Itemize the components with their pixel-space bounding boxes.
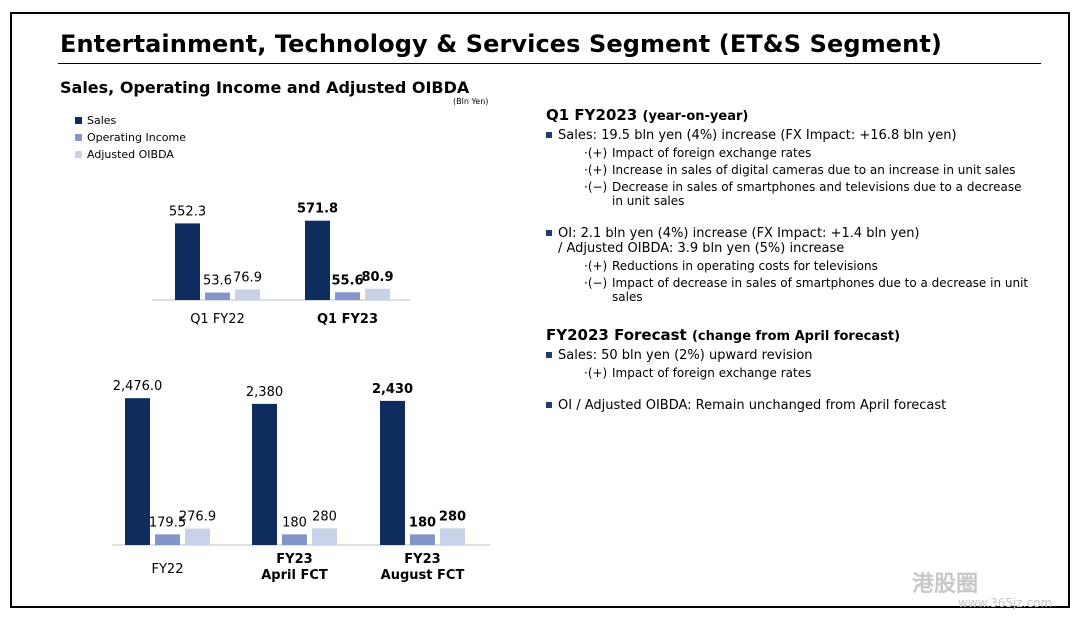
bar-sales — [305, 220, 330, 300]
forecast-sales-text: Sales: 50 bln yen (2%) upward revision — [558, 348, 813, 363]
forecast-item: ·(+) Impact of foreign exchange rates — [584, 366, 1056, 380]
category-label: Q1 FY22 — [190, 312, 245, 327]
data-label: 2,430 — [372, 382, 413, 397]
legend-item-adjusted-oibda: Adjusted OIBDA — [75, 146, 186, 163]
slide-frame — [10, 12, 1070, 608]
item-text: Impact of foreign exchange rates — [612, 146, 812, 160]
data-label: 80.9 — [361, 270, 393, 285]
legend-swatch — [75, 134, 82, 141]
oibda-bullet-text: / Adjusted OIBDA: 3.9 bln yen (5%) incre… — [558, 241, 845, 256]
bar-operating-income — [205, 292, 230, 300]
oi-item: ·(+) Reductions in operating costs for te… — [584, 259, 1056, 273]
forecast-heading-note: (change from April forecast) — [691, 329, 901, 344]
legend-label: Adjusted OIBDA — [87, 148, 174, 161]
item-mark: ·(+) — [584, 163, 608, 177]
title-divider — [58, 63, 1041, 64]
bar-operating-income — [410, 534, 435, 545]
q1-heading-text: Q1 FY2023 — [546, 106, 638, 124]
data-label: 280 — [439, 509, 466, 524]
item-mark: ·(−) — [584, 276, 608, 290]
bar-adjusted-oibda — [235, 289, 260, 300]
data-label: 2,476.0 — [113, 379, 163, 394]
category-label: Q1 FY23 — [317, 312, 378, 327]
forecast-oi-text: OI / Adjusted OIBDA: Remain unchanged fr… — [558, 398, 947, 413]
oi-bullet: OI: 2.1 bln yen (4%) increase (FX Impact… — [546, 226, 1056, 241]
oi-item: ·(−) Impact of decrease in sales of smart… — [584, 276, 1056, 304]
data-label: 552.3 — [169, 204, 206, 219]
bar-operating-income — [155, 534, 180, 545]
item-mark: ·(−) — [584, 180, 608, 194]
commentary-panel: Q1 FY2023 (year-on-year) Sales: 19.5 bln… — [546, 106, 1056, 413]
bar-operating-income — [335, 292, 360, 300]
data-label: 180 — [409, 515, 436, 530]
oi-bullet-text: OI: 2.1 bln yen (4%) increase (FX Impact… — [558, 226, 920, 241]
watermark-url: www.365jz.com — [958, 596, 1053, 610]
item-mark: ·(+) — [584, 146, 608, 160]
chart-legend: Sales Operating Income Adjusted OIBDA — [75, 112, 186, 163]
bar-adjusted-oibda — [365, 288, 390, 300]
bullet-square-icon — [546, 230, 552, 236]
bar-adjusted-oibda — [440, 528, 465, 545]
data-label: 55.6 — [331, 273, 363, 288]
legend-item-operating-income: Operating Income — [75, 129, 186, 146]
bar-operating-income — [282, 534, 307, 545]
item-mark: ·(+) — [584, 366, 608, 380]
data-label: 2,380 — [246, 385, 283, 400]
data-label: 180 — [282, 515, 307, 530]
sales-item: ·(−) Decrease in sales of smartphones and… — [584, 180, 1056, 208]
bullet-square-icon — [546, 132, 552, 138]
legend-item-sales: Sales — [75, 112, 186, 129]
forecast-heading: FY2023 Forecast (change from April forec… — [546, 326, 1056, 344]
item-mark: ·(+) — [584, 259, 608, 273]
data-label: 76.9 — [233, 270, 262, 285]
sales-item: ·(+) Impact of foreign exchange rates — [584, 146, 1056, 160]
category-label: August FCT — [381, 568, 465, 583]
q1-heading-note: (year-on-year) — [642, 109, 749, 124]
item-text: Reductions in operating costs for televi… — [612, 259, 878, 273]
legend-swatch — [75, 117, 82, 124]
legend-swatch — [75, 151, 82, 158]
bar-sales — [175, 223, 200, 300]
sales-bullet: Sales: 19.5 bln yen (4%) increase (FX Im… — [546, 128, 1056, 143]
page-title: Entertainment, Technology & Services Seg… — [60, 30, 943, 58]
watermark-logo: 港股圈 — [912, 572, 979, 597]
bar-sales — [252, 403, 277, 545]
data-label: 280 — [312, 509, 337, 524]
item-text: Decrease in sales of smartphones and tel… — [612, 180, 1022, 208]
data-label: 571.8 — [297, 202, 338, 217]
sales-item: ·(+) Increase in sales of digital cameras… — [584, 163, 1056, 177]
category-label: FY23 — [276, 552, 312, 567]
bullet-square-icon — [546, 402, 552, 408]
item-text: Increase in sales of digital cameras due… — [612, 163, 1016, 177]
chart-title: Sales, Operating Income and Adjusted OIB… — [60, 78, 470, 97]
legend-label: Operating Income — [87, 131, 186, 144]
unit-label: (Bln Yen) — [453, 97, 489, 106]
category-label: April FCT — [261, 568, 328, 583]
bar-adjusted-oibda — [312, 528, 337, 545]
item-text: Impact of foreign exchange rates — [612, 366, 812, 380]
bar-sales — [125, 398, 150, 545]
forecast-heading-text: FY2023 Forecast — [546, 326, 687, 344]
item-text: Impact of decrease in sales of smartphon… — [612, 276, 1029, 304]
legend-label: Sales — [87, 114, 117, 127]
data-label: 53.6 — [203, 274, 232, 289]
category-label: FY22 — [152, 562, 184, 577]
bar-adjusted-oibda — [185, 528, 210, 545]
data-label: 179.5 — [149, 515, 186, 530]
data-label: 276.9 — [179, 510, 216, 525]
bar-sales — [380, 400, 405, 545]
sales-bullet-text: Sales: 19.5 bln yen (4%) increase (FX Im… — [558, 128, 957, 143]
category-label: FY23 — [404, 552, 440, 567]
bullet-square-icon — [546, 352, 552, 358]
q1-heading: Q1 FY2023 (year-on-year) — [546, 106, 1056, 124]
forecast-oi-bullet: OI / Adjusted OIBDA: Remain unchanged fr… — [546, 398, 1056, 413]
forecast-sales-bullet: Sales: 50 bln yen (2%) upward revision — [546, 348, 1056, 363]
